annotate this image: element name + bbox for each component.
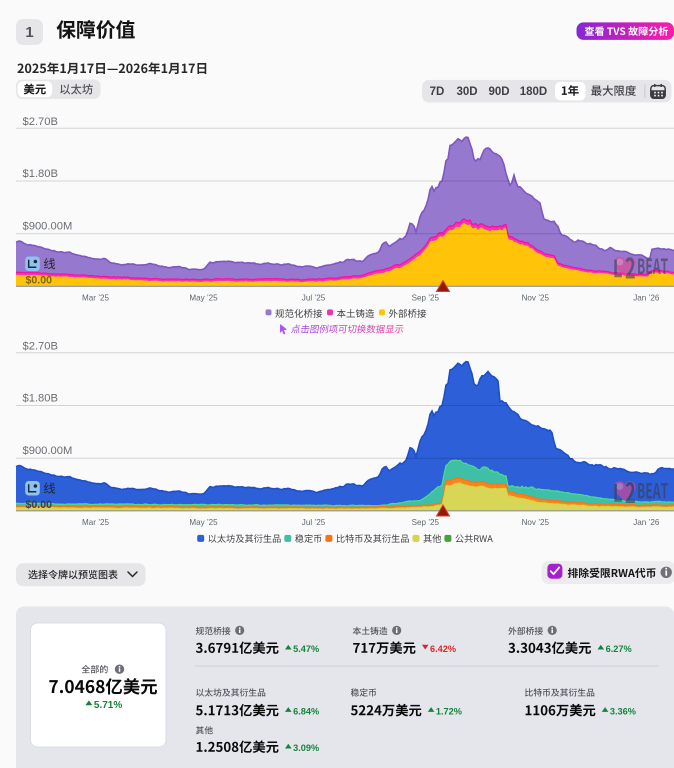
- svg-text:Jul ’25: Jul ’25: [302, 518, 326, 527]
- svg-text:May ’25: May ’25: [189, 518, 218, 527]
- svg-text:Jan ’26: Jan ’26: [633, 518, 660, 527]
- svg-text:$900.00M: $900.00M: [23, 220, 73, 232]
- svg-text:Sep ’25: Sep ’25: [412, 294, 440, 303]
- svg-text:6.84%: 6.84%: [293, 707, 319, 717]
- svg-text:Mar ’25: Mar ’25: [82, 294, 109, 303]
- svg-text:6.27%: 6.27%: [606, 644, 632, 654]
- svg-text:Sep ’25: Sep ’25: [412, 518, 440, 527]
- svg-text:180D: 180D: [520, 86, 548, 98]
- svg-text:30D: 30D: [456, 86, 477, 98]
- svg-text:$1.80B: $1.80B: [23, 393, 58, 405]
- svg-text:3.09%: 3.09%: [293, 743, 319, 753]
- svg-text:$1.80B: $1.80B: [23, 168, 58, 180]
- svg-text:5.47%: 5.47%: [293, 644, 319, 654]
- svg-text:6.42%: 6.42%: [430, 644, 456, 654]
- svg-text:Nov ’25: Nov ’25: [522, 294, 550, 303]
- svg-text:$2.70B: $2.70B: [23, 116, 58, 128]
- svg-text:90D: 90D: [488, 86, 509, 98]
- svg-text:$0.00: $0.00: [26, 274, 53, 286]
- svg-text:1: 1: [25, 24, 33, 41]
- svg-text:$0.00: $0.00: [26, 499, 53, 511]
- svg-text:$900.00M: $900.00M: [23, 445, 73, 457]
- svg-text:5.71%: 5.71%: [94, 700, 122, 711]
- svg-text:Jan ’26: Jan ’26: [633, 294, 660, 303]
- svg-text:Jul ’25: Jul ’25: [302, 294, 326, 303]
- svg-text:3.36%: 3.36%: [610, 707, 636, 717]
- svg-text:May ’25: May ’25: [189, 294, 218, 303]
- svg-text:1.72%: 1.72%: [436, 707, 462, 717]
- svg-text:Nov ’25: Nov ’25: [522, 518, 550, 527]
- svg-text:7D: 7D: [430, 86, 445, 98]
- svg-text:$2.70B: $2.70B: [23, 341, 58, 353]
- svg-text:Mar ’25: Mar ’25: [82, 518, 109, 527]
